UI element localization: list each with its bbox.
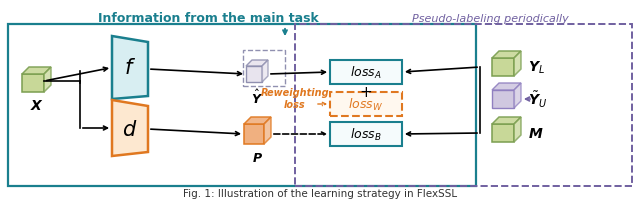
Polygon shape [244, 124, 264, 144]
Polygon shape [112, 37, 148, 100]
Text: $\tilde{\boldsymbol{Y}}_U$: $\tilde{\boldsymbol{Y}}_U$ [528, 90, 547, 110]
Text: $\boldsymbol{P}$: $\boldsymbol{P}$ [252, 151, 263, 164]
Text: $loss_W$: $loss_W$ [348, 96, 383, 112]
Text: Reweighting
loss: Reweighting loss [260, 88, 330, 109]
FancyBboxPatch shape [330, 122, 402, 146]
Text: $\boldsymbol{M}$: $\boldsymbol{M}$ [528, 126, 543, 140]
Polygon shape [112, 101, 148, 156]
Polygon shape [492, 84, 521, 91]
Text: $loss_A$: $loss_A$ [350, 65, 382, 81]
Polygon shape [244, 118, 271, 124]
Polygon shape [246, 61, 268, 67]
Text: Pseudo-labeling periodically: Pseudo-labeling periodically [412, 14, 568, 24]
Text: Fig. 1: Illustration of the learning strategy in FlexSSL: Fig. 1: Illustration of the learning str… [183, 188, 457, 198]
FancyBboxPatch shape [330, 61, 402, 85]
Polygon shape [492, 59, 514, 77]
Text: $d$: $d$ [122, 119, 138, 139]
Text: Information from the main task: Information from the main task [98, 12, 318, 25]
Polygon shape [492, 124, 514, 142]
Polygon shape [22, 68, 51, 75]
Text: $\hat{\boldsymbol{Y}}$: $\hat{\boldsymbol{Y}}$ [251, 89, 263, 106]
Text: $+$: $+$ [360, 85, 372, 100]
Polygon shape [492, 52, 521, 59]
FancyBboxPatch shape [330, 93, 402, 116]
Text: $\boldsymbol{X}$: $\boldsymbol{X}$ [29, 99, 44, 112]
Polygon shape [514, 84, 521, 109]
Polygon shape [492, 91, 514, 109]
Text: $loss_B$: $loss_B$ [350, 126, 382, 142]
Text: $\boldsymbol{Y}_L$: $\boldsymbol{Y}_L$ [528, 60, 545, 76]
Polygon shape [262, 61, 268, 83]
Polygon shape [514, 52, 521, 77]
Polygon shape [514, 118, 521, 142]
Polygon shape [44, 68, 51, 93]
Polygon shape [492, 118, 521, 124]
Polygon shape [246, 67, 262, 83]
Polygon shape [22, 75, 44, 93]
Text: $f$: $f$ [124, 58, 136, 78]
Polygon shape [264, 118, 271, 144]
